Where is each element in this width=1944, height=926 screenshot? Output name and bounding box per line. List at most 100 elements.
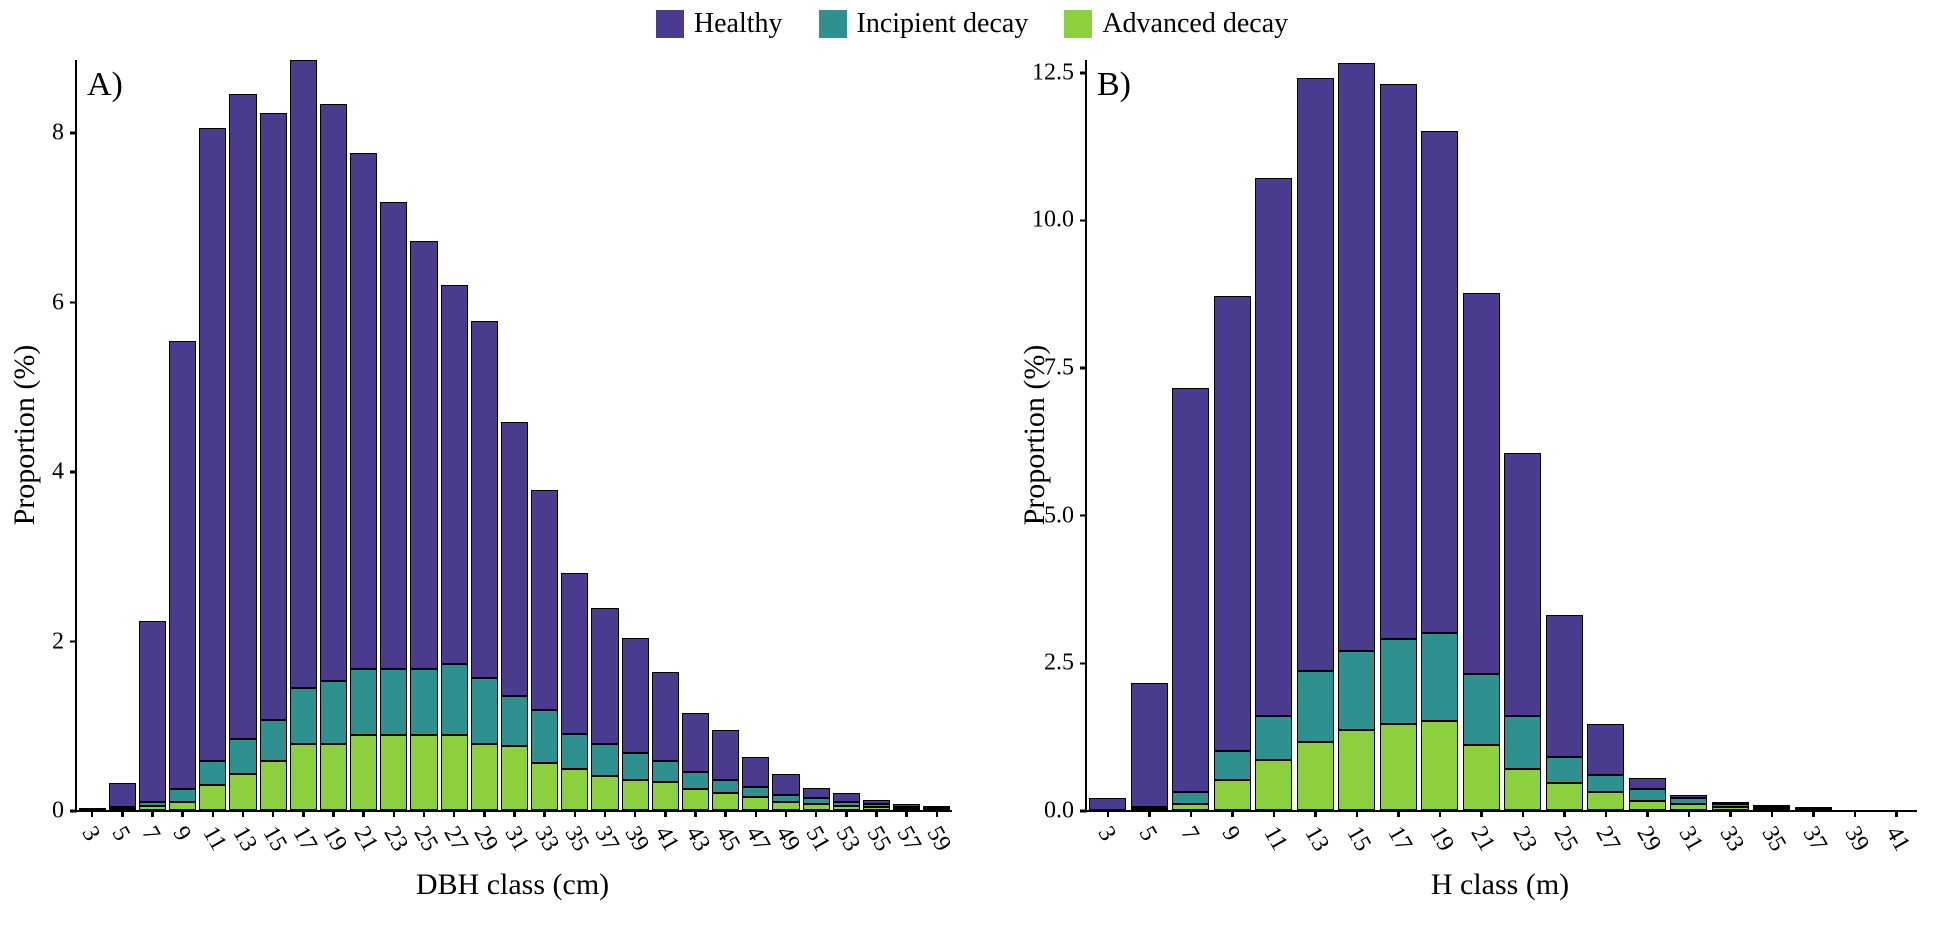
x-tick-mark xyxy=(91,810,94,817)
bar-advanced xyxy=(1463,745,1500,810)
y-tick-label: 0.0 xyxy=(1044,798,1074,825)
bar-advanced xyxy=(1380,724,1417,810)
bar-advanced xyxy=(410,735,437,810)
panel-a-x-title: DBH class (cm) xyxy=(416,868,609,902)
bar-advanced xyxy=(169,802,196,810)
bar-incipient xyxy=(380,669,407,735)
bar-advanced xyxy=(712,793,739,810)
y-tick-mark xyxy=(70,810,77,813)
y-tick-label: 12.5 xyxy=(1032,59,1074,86)
x-tick-label: 25 xyxy=(1548,822,1583,856)
bar-incipient xyxy=(742,787,769,797)
x-tick-mark xyxy=(875,810,878,817)
bar-healthy xyxy=(833,793,860,801)
x-tick-label: 15 xyxy=(1340,822,1375,856)
x-tick-mark xyxy=(1190,810,1193,817)
x-tick-mark xyxy=(1605,810,1608,817)
x-tick-label: 59 xyxy=(921,822,956,856)
x-tick-label: 49 xyxy=(770,822,805,856)
x-tick-mark xyxy=(1397,810,1400,817)
bar-healthy xyxy=(561,573,588,734)
y-tick: 12.5 xyxy=(1032,59,1087,86)
y-tick: 2.5 xyxy=(1044,650,1087,677)
x-tick-label: 11 xyxy=(196,822,231,856)
x-tick-mark xyxy=(1522,810,1525,817)
x-tick-mark xyxy=(785,810,788,817)
x-tick-label: 5 xyxy=(106,822,135,846)
x-tick-mark xyxy=(483,810,486,817)
bar-healthy xyxy=(1670,795,1707,798)
legend-swatch xyxy=(819,10,847,38)
figure-container: HealthyIncipient decayAdvanced decay A) … xyxy=(0,0,1944,926)
bar-advanced xyxy=(682,789,709,810)
y-tick: 10.0 xyxy=(1032,207,1087,234)
y-tick: 8 xyxy=(52,120,77,147)
bar-incipient xyxy=(169,789,196,802)
x-tick-mark xyxy=(453,810,456,817)
bar-advanced xyxy=(380,735,407,810)
bar-incipient xyxy=(1504,716,1541,769)
panel-a: A) 0246835791113151719212325272931333537… xyxy=(75,60,950,810)
y-tick-mark xyxy=(1080,72,1087,75)
x-tick-label: 13 xyxy=(1299,822,1334,856)
x-tick-mark xyxy=(181,810,184,817)
bar-advanced xyxy=(350,735,377,810)
x-tick-label: 21 xyxy=(347,822,382,856)
x-tick-mark xyxy=(604,810,607,817)
y-tick: 0 xyxy=(52,798,77,825)
y-tick-label: 8 xyxy=(52,120,64,147)
x-tick-label: 13 xyxy=(227,822,262,856)
x-tick-mark xyxy=(513,810,516,817)
x-tick-label: 27 xyxy=(438,822,473,856)
x-tick-label: 35 xyxy=(1755,822,1790,856)
y-tick-label: 2.5 xyxy=(1044,650,1074,677)
legend-swatch xyxy=(656,10,684,38)
bar-healthy xyxy=(290,60,317,688)
y-tick: 2 xyxy=(52,628,77,655)
x-tick-label: 7 xyxy=(136,822,165,846)
y-tick-mark xyxy=(1080,662,1087,665)
bar-healthy xyxy=(1214,296,1251,751)
bar-advanced xyxy=(833,806,860,810)
y-tick-mark xyxy=(1080,219,1087,222)
bar-advanced xyxy=(260,761,287,810)
x-tick-label: 29 xyxy=(1631,822,1666,856)
bar-incipient xyxy=(1463,674,1500,745)
bar-incipient xyxy=(1629,789,1666,801)
bar-healthy xyxy=(1297,78,1334,672)
x-tick-label: 27 xyxy=(1589,822,1624,856)
bar-incipient xyxy=(501,696,528,747)
bar-healthy xyxy=(1463,293,1500,674)
x-tick-label: 33 xyxy=(1714,822,1749,856)
bar-advanced xyxy=(1587,792,1624,810)
bar-advanced xyxy=(1712,807,1749,810)
bar-healthy xyxy=(531,490,558,710)
bar-incipient xyxy=(772,795,799,802)
x-tick-label: 57 xyxy=(890,822,925,856)
x-tick-label: 11 xyxy=(1257,822,1292,856)
bar-advanced xyxy=(320,744,347,810)
bar-healthy xyxy=(229,94,256,739)
y-tick-mark xyxy=(1080,367,1087,370)
bar-advanced xyxy=(803,804,830,810)
x-tick-mark xyxy=(362,810,365,817)
bar-advanced xyxy=(622,780,649,810)
x-tick-mark xyxy=(574,810,577,817)
bar-incipient xyxy=(229,739,256,775)
bar-healthy xyxy=(501,422,528,696)
bar-healthy xyxy=(199,128,226,761)
x-tick-label: 21 xyxy=(1465,822,1500,856)
bar-incipient xyxy=(803,798,830,804)
bar-advanced xyxy=(531,763,558,810)
bar-incipient xyxy=(591,744,618,776)
x-tick-label: 17 xyxy=(287,822,322,856)
bar-healthy xyxy=(1172,388,1209,793)
y-tick-label: 0 xyxy=(52,798,64,825)
x-tick-mark xyxy=(1563,810,1566,817)
x-tick-label: 45 xyxy=(709,822,744,856)
bar-healthy xyxy=(772,774,799,795)
bar-healthy xyxy=(682,713,709,772)
panel-b-plot-area: B) 0.02.55.07.510.012.535791113151719212… xyxy=(1085,60,1917,812)
bar-advanced xyxy=(1214,780,1251,810)
x-tick-mark xyxy=(845,810,848,817)
